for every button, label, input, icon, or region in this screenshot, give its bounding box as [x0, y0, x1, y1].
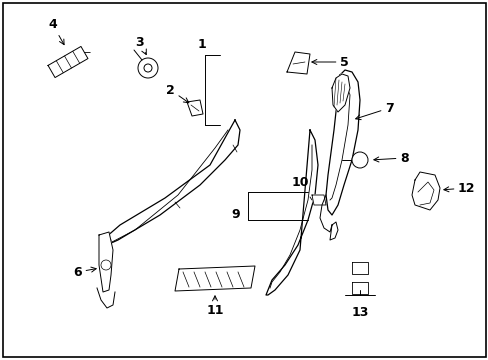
Text: 10: 10 [291, 175, 308, 189]
Polygon shape [325, 70, 359, 215]
Polygon shape [175, 266, 254, 291]
Text: 8: 8 [373, 152, 408, 165]
Circle shape [351, 152, 367, 168]
Polygon shape [286, 52, 309, 74]
Polygon shape [99, 232, 113, 292]
Text: 3: 3 [135, 36, 146, 55]
Text: 1: 1 [197, 39, 206, 51]
Text: 2: 2 [166, 84, 188, 103]
Polygon shape [351, 262, 367, 274]
Polygon shape [48, 46, 88, 77]
Polygon shape [351, 282, 367, 294]
Text: 12: 12 [443, 181, 474, 194]
Polygon shape [186, 100, 203, 116]
Polygon shape [411, 172, 439, 210]
Text: 4: 4 [48, 18, 64, 45]
Text: 7: 7 [355, 102, 393, 120]
Polygon shape [311, 195, 325, 205]
Text: 9: 9 [231, 208, 240, 221]
Polygon shape [331, 74, 349, 112]
Polygon shape [329, 222, 337, 240]
Text: 5: 5 [311, 55, 348, 68]
Text: 6: 6 [73, 266, 96, 279]
Text: 11: 11 [206, 296, 224, 316]
Text: 13: 13 [350, 306, 368, 319]
Polygon shape [265, 130, 317, 295]
Polygon shape [100, 120, 240, 248]
